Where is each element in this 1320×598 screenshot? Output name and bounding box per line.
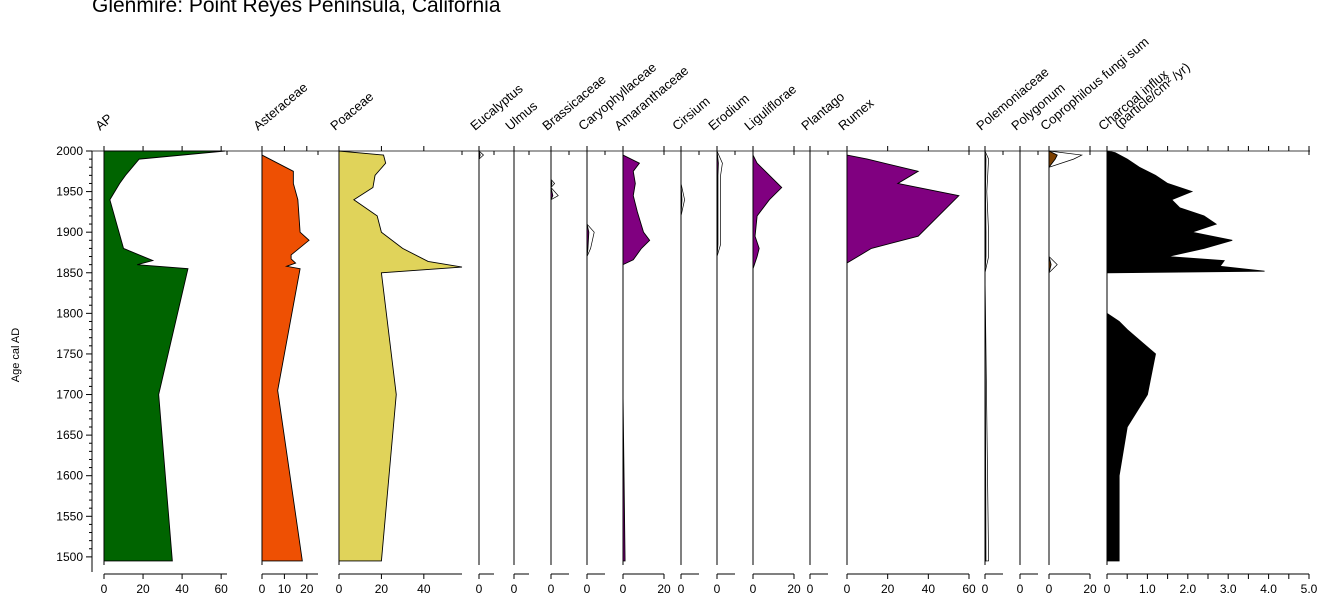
poaceae-x-tick-label: 40: [417, 582, 431, 596]
asteraceae-x-tick-label: 10: [278, 582, 292, 596]
y-tick-label: 1550: [56, 509, 83, 523]
rumex-x-tick-label: 60: [962, 582, 976, 596]
poaceae-label: Poaceae: [327, 89, 376, 133]
charcoal-influx-x-tick-label: 1.0: [1139, 582, 1156, 596]
brassicaceae-x-tick-label: 0: [548, 582, 555, 596]
poaceae-x-tick-label: 0: [336, 582, 343, 596]
poaceae-area: [338, 150, 463, 562]
asteraceae-x-tick-label: 0: [259, 582, 266, 596]
erodium-area: [716, 150, 719, 561]
y-tick-label: 1750: [56, 347, 83, 361]
eucalyptus-x-tick-label: 0: [476, 582, 483, 596]
ap-area: [103, 150, 226, 562]
poaceae-x-tick-label: 20: [375, 582, 389, 596]
brassicaceae-exaggeration-line: [550, 151, 559, 561]
y-tick-label: 1700: [56, 388, 83, 402]
y-tick-label: 1850: [56, 266, 83, 280]
plantago-x-tick-label: 0: [807, 582, 814, 596]
polemoniaceae-area: [984, 150, 987, 562]
coprophilous-fungi-sum-area: [1048, 150, 1058, 561]
y-tick-label: 1600: [56, 469, 83, 483]
polemoniaceae-x-tick-label: 0: [982, 582, 989, 596]
amaranthaceae-x-tick-label: 20: [657, 582, 671, 596]
liguliflorae-label: Liguliflorae: [741, 81, 799, 133]
y-tick-label: 1500: [56, 550, 83, 564]
charcoal-influx-x-tick-label: 3.0: [1220, 582, 1237, 596]
charcoal-influx-unit-label: (particle/cm² /yr): [1111, 59, 1193, 131]
charcoal-influx-area: [1106, 150, 1265, 562]
cirsium-x-tick-label: 0: [678, 582, 685, 596]
asteraceae-x-tick-label: 20: [300, 582, 314, 596]
caryophyllaceae-area: [586, 151, 590, 561]
chart-title: Glenmire: Point Reyes Peninsula, Califor…: [92, 0, 501, 17]
cirsium-label: Cirsium: [669, 93, 712, 133]
ulmus-x-tick-label: 0: [511, 582, 518, 596]
polemoniaceae-exaggeration-line: [984, 150, 989, 562]
y-tick-label: 1650: [56, 428, 83, 442]
polygonum-x-tick-label: 0: [1017, 582, 1024, 596]
charcoal-influx-x-tick-label: 2.0: [1179, 582, 1196, 596]
ap-label: AP: [92, 111, 115, 134]
ap-x-tick-label: 60: [214, 582, 228, 596]
rumex-area: [846, 151, 960, 561]
eucalyptus-area: [478, 150, 481, 561]
coprophilous-fungi-sum-x-tick-label: 20: [1083, 582, 1097, 596]
amaranthaceae-area: [622, 151, 651, 562]
coprophilous-fungi-sum-exaggeration-line: [1048, 150, 1084, 561]
charcoal-influx-x-tick-label: 5.0: [1301, 582, 1318, 596]
y-tick-label: 2000: [56, 144, 83, 158]
amaranthaceae-x-tick-label: 0: [620, 582, 627, 596]
y-tick-label: 1800: [56, 306, 83, 320]
asteraceae-label: Asteraceae: [250, 80, 310, 134]
charcoal-influx-x-tick-label: 0: [1104, 582, 1111, 596]
asteraceae-area: [261, 151, 310, 562]
rumex-x-tick-label: 0: [844, 582, 851, 596]
cirsium-area: [680, 151, 683, 561]
caryophyllaceae-exaggeration-line: [586, 151, 595, 561]
rumex-x-tick-label: 20: [881, 582, 895, 596]
eucalyptus-exaggeration-line: [478, 150, 485, 561]
coprophilous-fungi-sum-x-tick-label: 0: [1046, 582, 1053, 596]
y-tick-label: 1950: [56, 185, 83, 199]
charcoal-influx-x-tick-label: 4.0: [1260, 582, 1277, 596]
brassicaceae-area: [550, 151, 554, 561]
rumex-x-tick-label: 40: [922, 582, 936, 596]
liguliflorae-x-tick-label: 0: [750, 582, 757, 596]
ap-x-tick-label: 40: [175, 582, 189, 596]
liguliflorae-x-tick-label: 20: [787, 582, 801, 596]
caryophyllaceae-x-tick-label: 0: [584, 582, 591, 596]
liguliflorae-area: [752, 151, 783, 561]
ap-x-tick-label: 20: [136, 582, 150, 596]
y-tick-label: 1900: [56, 225, 83, 239]
erodium-x-tick-label: 0: [714, 582, 721, 596]
ap-x-tick-label: 0: [101, 582, 108, 596]
